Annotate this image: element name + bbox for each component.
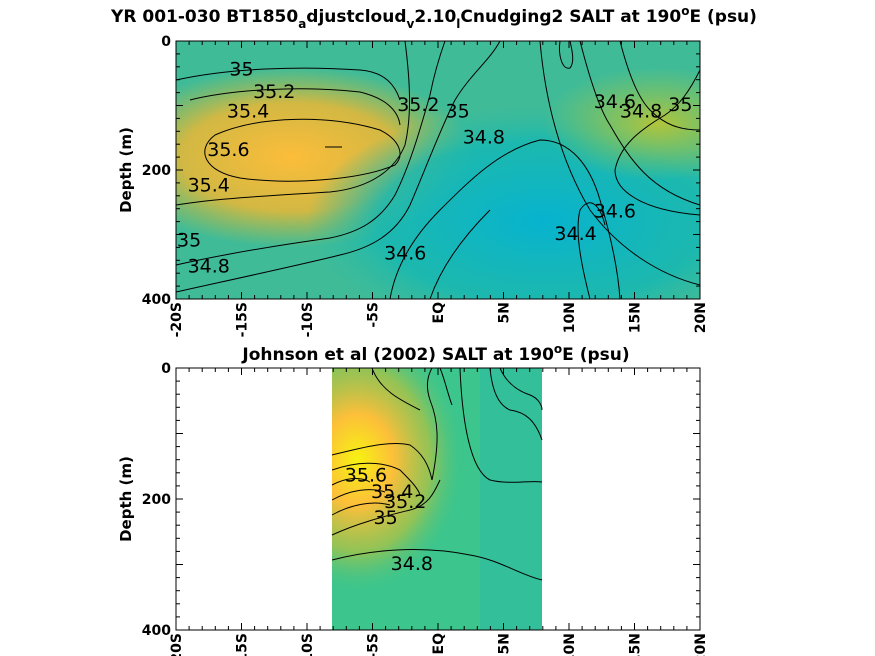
- bottom-contour-labels: 35.635.435.235 34.8: [345, 465, 433, 575]
- y-tick-label: 200: [142, 163, 171, 179]
- contour-label: 35.6: [207, 139, 249, 161]
- contour-label: 35: [668, 94, 692, 116]
- contour-label: 34.6: [594, 91, 636, 113]
- x-tick-label: 5N: [497, 633, 513, 654]
- top-y-axis-label: Depth (m): [117, 127, 135, 213]
- y-tick-label: 200: [142, 492, 171, 508]
- top-panel: YR 001-030 BT1850adjustcloudv2.10lCnudgi…: [110, 4, 757, 337]
- bottom-axis-ticks: 0 200 400-20S -15S -10S -5S EQ 5N 10N 15N 20N: [142, 361, 709, 656]
- x-tick-label: -10S: [300, 302, 316, 337]
- x-tick-label: -5S: [366, 633, 382, 656]
- x-tick-label: -10S: [300, 633, 316, 656]
- contour-label: 34.6: [594, 200, 636, 222]
- x-tick-label: 10N: [562, 633, 578, 656]
- contour-label: 35.2: [397, 94, 439, 116]
- x-tick-label: -20S: [169, 633, 185, 656]
- x-tick-label: EQ: [431, 302, 447, 324]
- x-tick-label: 5N: [497, 302, 513, 323]
- bottom-panel: Johnson et al (2002) SALT at 190oE (psu)…: [117, 342, 709, 656]
- x-tick-label: 10N: [562, 302, 578, 333]
- top-title: YR 001-030 BT1850adjustcloudv2.10lCnudgi…: [110, 4, 757, 31]
- x-tick-label: -5S: [366, 302, 382, 328]
- bottom-heatmap-yellow: [332, 368, 542, 630]
- contour-label: 35: [229, 59, 253, 81]
- x-tick-label: -15S: [235, 633, 251, 656]
- contour-label: 35.4: [371, 481, 413, 503]
- contour-label: 34.8: [391, 553, 433, 575]
- contour-label: 35.6: [345, 465, 387, 487]
- y-tick-label: 400: [142, 292, 171, 308]
- y-tick-label: 0: [161, 34, 171, 50]
- contour-label: 35.2: [384, 491, 426, 513]
- top-heatmap-right: [176, 41, 700, 299]
- contour-label: 35.4: [188, 175, 230, 197]
- x-tick-label: 20N: [693, 633, 709, 656]
- contour-label: 35.2: [253, 81, 295, 103]
- x-tick-label: 15N: [628, 302, 644, 333]
- x-tick-label: 20N: [693, 302, 709, 333]
- contour-label: 34.4: [554, 223, 596, 245]
- contour-label: 35: [446, 100, 470, 122]
- contour-label: 35: [177, 229, 201, 251]
- contour-label: 35.4: [227, 100, 269, 122]
- x-tick-label: -20S: [169, 302, 185, 337]
- contour-label: 34.8: [620, 100, 662, 122]
- x-tick-label: 15N: [628, 633, 644, 656]
- bottom-title: Johnson et al (2002) SALT at 190oE (psu): [241, 342, 629, 365]
- bottom-contours: [331, 367, 543, 581]
- y-tick-label: 0: [161, 361, 171, 377]
- x-tick-label: -15S: [235, 302, 251, 337]
- contour-label: 34.8: [188, 255, 230, 277]
- bottom-y-axis-label: Depth (m): [117, 456, 135, 542]
- top-contours: [175, 40, 701, 300]
- contour-label: 34.6: [384, 242, 426, 264]
- y-tick-label: 400: [142, 623, 171, 639]
- x-tick-label: EQ: [431, 633, 447, 655]
- contour-label: 34.8: [463, 126, 505, 148]
- top-axis-ticks: 0 200 400-20S -15S -10S -5S EQ 5N 10N 15N 20N: [142, 34, 709, 337]
- contour-label: 35: [374, 507, 398, 529]
